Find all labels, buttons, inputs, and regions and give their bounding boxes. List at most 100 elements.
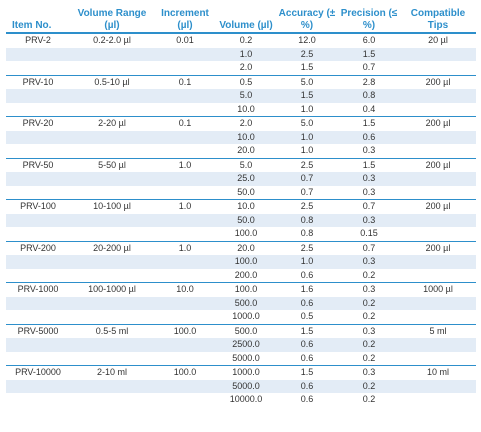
volume-cell: 5.0 bbox=[216, 89, 276, 103]
volume-cell: 200.0 bbox=[234, 269, 258, 280]
accuracy-cell: 0.6 bbox=[300, 394, 314, 404]
increment-cell bbox=[154, 310, 216, 324]
accuracy-cell: 1.5 bbox=[276, 89, 338, 103]
increment-cell: 10.0 bbox=[154, 282, 216, 297]
increment-cell bbox=[154, 296, 216, 310]
item-no-cell bbox=[6, 144, 70, 158]
compatible-tips-cell bbox=[400, 393, 476, 407]
increment-cell: 0.1 bbox=[154, 74, 216, 89]
volume-cell: 1000.0 bbox=[216, 365, 276, 380]
precision-cell: 0.4 bbox=[362, 103, 376, 114]
table-header: Item No. Volume Range (µl) Increment (µl… bbox=[6, 4, 476, 34]
increment-cell bbox=[154, 393, 216, 407]
table-row: 5.0 1.5 0.8 bbox=[6, 89, 476, 103]
table-body: PRV-2 0.2-2.0 µl 0.01 0.2 12.0 6.0 20 µl 1.0 2.5… bbox=[6, 32, 476, 407]
header-increment: Increment (µl) bbox=[154, 4, 216, 34]
compatible-tips-cell bbox=[400, 269, 476, 283]
volume-cell: 2.0 bbox=[216, 116, 276, 131]
compatible-tips-cell bbox=[400, 227, 476, 241]
item-no-cell: PRV-1000 bbox=[6, 282, 70, 297]
precision-cell: 1.5 bbox=[338, 47, 400, 61]
table-row: 1.0 2.5 1.5 bbox=[6, 47, 476, 61]
item-no-cell bbox=[6, 47, 70, 61]
precision-cell: 6.0 bbox=[338, 32, 400, 48]
item-no-cell bbox=[6, 255, 70, 269]
volume-range-cell bbox=[70, 255, 154, 269]
precision-cell: 0.3 bbox=[338, 255, 400, 269]
compatible-tips-cell bbox=[400, 213, 476, 227]
volume-range-cell bbox=[70, 269, 154, 283]
precision-cell: 0.3 bbox=[362, 186, 376, 197]
item-no-cell bbox=[6, 227, 70, 241]
compatible-tips-cell bbox=[400, 61, 476, 75]
accuracy-cell: 0.6 bbox=[300, 352, 314, 363]
header-precision: Precision (≤ %) bbox=[338, 4, 400, 34]
volume-cell: 20.0 bbox=[216, 240, 276, 255]
volume-cell: 100.0 bbox=[216, 282, 276, 297]
accuracy-cell: 0.6 bbox=[276, 379, 338, 393]
compatible-tips-cell: 200 µl bbox=[400, 199, 476, 214]
increment-cell: 1.0 bbox=[154, 199, 216, 214]
item-no-cell bbox=[6, 130, 70, 144]
increment-cell bbox=[154, 103, 216, 117]
header-accuracy: Accuracy (± %) bbox=[276, 4, 338, 34]
increment-cell bbox=[154, 144, 216, 158]
accuracy-cell: 12.0 bbox=[276, 32, 338, 48]
accuracy-cell: 0.5 bbox=[300, 311, 314, 321]
volume-cell: 1.0 bbox=[216, 47, 276, 61]
compatible-tips-cell bbox=[400, 186, 476, 200]
table-row: PRV-2 0.2-2.0 µl 0.01 0.2 12.0 6.0 20 µl bbox=[6, 32, 476, 48]
item-no-cell bbox=[6, 213, 70, 227]
item-no-cell bbox=[6, 338, 70, 352]
table-row: 10.0 1.0 0.4 bbox=[6, 103, 476, 117]
compatible-tips-cell: 20 µl bbox=[400, 32, 476, 48]
compatible-tips-cell bbox=[400, 352, 476, 366]
increment-cell bbox=[154, 269, 216, 283]
volume-range-cell: 100-1000 µl bbox=[70, 282, 154, 297]
increment-cell: 0.1 bbox=[154, 116, 216, 131]
volume-cell: 10.0 bbox=[237, 103, 255, 114]
header-item-no: Item No. bbox=[6, 4, 70, 34]
table-row: PRV-200 20-200 µl 1.0 20.0 2.5 0.7 200 µl bbox=[6, 240, 476, 255]
precision-cell: 0.2 bbox=[362, 269, 376, 280]
item-no-cell bbox=[6, 296, 70, 310]
table-row: PRV-5000 0.5-5 ml 100.0 500.0 1.5 0.3 5 ml bbox=[6, 323, 476, 338]
compatible-tips-cell bbox=[400, 172, 476, 186]
volume-cell: 5000.0 bbox=[216, 379, 276, 393]
item-no-cell: PRV-5000 bbox=[6, 323, 70, 338]
precision-cell: 0.2 bbox=[338, 338, 400, 352]
precision-cell: 0.2 bbox=[362, 394, 376, 404]
compatible-tips-cell bbox=[400, 255, 476, 269]
pipette-spec-table: Item No. Volume Range (µl) Increment (µl… bbox=[6, 4, 476, 407]
volume-cell: 25.0 bbox=[216, 172, 276, 186]
accuracy-cell: 0.8 bbox=[276, 213, 338, 227]
increment-cell bbox=[154, 172, 216, 186]
volume-cell: 100.0 bbox=[234, 228, 258, 238]
precision-cell: 0.2 bbox=[362, 311, 376, 321]
volume-cell: 2.0 bbox=[239, 62, 253, 72]
compatible-tips-cell: 1000 µl bbox=[400, 282, 476, 297]
compatible-tips-cell bbox=[400, 47, 476, 61]
volume-cell: 10.0 bbox=[216, 130, 276, 144]
volume-range-cell bbox=[70, 393, 154, 407]
accuracy-cell: 0.6 bbox=[300, 269, 314, 280]
precision-cell: 0.3 bbox=[338, 282, 400, 297]
volume-range-cell: 10-100 µl bbox=[70, 199, 154, 214]
compatible-tips-cell: 200 µl bbox=[400, 157, 476, 172]
compatible-tips-cell bbox=[400, 103, 476, 117]
accuracy-cell: 1.0 bbox=[276, 255, 338, 269]
volume-cell: 10.0 bbox=[216, 199, 276, 214]
item-no-cell: PRV-2 bbox=[6, 32, 70, 48]
increment-cell: 100.0 bbox=[154, 323, 216, 338]
volume-range-cell bbox=[70, 379, 154, 393]
precision-cell: 0.7 bbox=[338, 240, 400, 255]
accuracy-cell: 2.5 bbox=[276, 47, 338, 61]
increment-cell bbox=[154, 186, 216, 200]
table-row: 5000.0 0.6 0.2 bbox=[6, 352, 476, 366]
volume-cell: 0.2 bbox=[216, 32, 276, 48]
accuracy-cell: 2.5 bbox=[276, 157, 338, 172]
precision-cell: 0.7 bbox=[338, 199, 400, 214]
increment-cell bbox=[154, 379, 216, 393]
volume-range-cell: 20-200 µl bbox=[70, 240, 154, 255]
precision-cell: 0.7 bbox=[362, 62, 376, 72]
